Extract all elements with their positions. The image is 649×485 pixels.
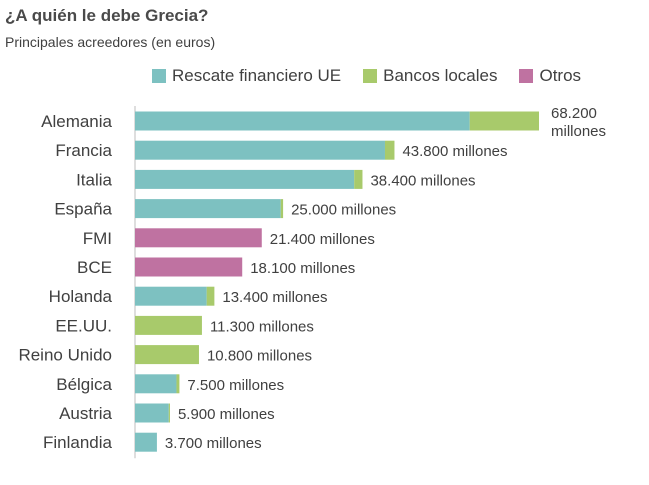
category-label-italia: Italia — [76, 170, 112, 189]
category-label-holanda: Holanda — [49, 287, 113, 306]
data-label-austria: 5.900 millones — [178, 406, 275, 423]
data-label-fmi: 21.400 millones — [270, 231, 375, 248]
category-label-austria: Austria — [59, 404, 112, 423]
bar-francia-bancos — [384, 140, 395, 160]
legend-swatch-bancos — [363, 69, 378, 83]
data-label-bce: 18.100 millones — [250, 260, 355, 277]
bar-holanda-rescate — [135, 286, 207, 306]
legend-label-otros: Otros — [539, 66, 582, 85]
category-label-reino-unido: Reino Unido — [18, 346, 112, 365]
bar-bce-otros — [135, 257, 243, 277]
legend-swatch-rescate — [152, 69, 166, 83]
legend-label-bancos: Bancos locales — [383, 66, 498, 85]
bar-espana-bancos — [280, 199, 284, 219]
bar-ee-uu-bancos — [135, 315, 202, 335]
data-label-reino-unido: 10.800 millones — [207, 348, 312, 365]
category-label-belgica: Bélgica — [56, 375, 112, 394]
data-label-ee-uu: 11.300 millones — [210, 318, 314, 335]
bar-italia-rescate — [135, 169, 355, 189]
bar-francia-rescate — [135, 140, 385, 160]
bar-austria-bancos — [168, 403, 170, 423]
bar-italia-bancos — [354, 169, 363, 189]
legend-label-rescate: Rescate financiero UE — [172, 66, 342, 85]
bar-holanda-bancos — [206, 286, 215, 306]
category-label-finlandia: Finlandia — [43, 433, 113, 452]
category-label-alemania: Alemania — [41, 112, 112, 131]
bar-reino-unido-bancos — [135, 345, 199, 365]
chart-subtitle: Principales acreedores (en euros) — [5, 34, 216, 50]
bar-finlandia-rescate — [135, 432, 157, 452]
chart-legend: Rescate financiero UE Bancos locales Otr… — [152, 66, 581, 86]
data-label-alemania-line-2: millones — [551, 123, 606, 140]
data-label-espana: 25.000 millones — [291, 202, 396, 219]
data-label-holanda: 13.400 millones — [222, 289, 327, 306]
legend-item-rescate: Rescate financiero UE — [152, 66, 341, 86]
bar-fmi-otros — [135, 228, 262, 248]
bar-belgica-bancos — [176, 374, 180, 394]
legend-item-bancos: Bancos locales — [363, 66, 497, 86]
category-label-fmi: FMI — [83, 229, 112, 248]
bar-austria-rescate — [135, 403, 169, 423]
legend-item-otros: Otros — [519, 66, 581, 86]
data-label-belgica: 7.500 millones — [187, 377, 284, 394]
bar-alemania-rescate — [135, 111, 470, 131]
bar-belgica-rescate — [135, 374, 177, 394]
data-label-alemania-line-1: 68.200 — [551, 105, 597, 122]
bar-alemania-bancos — [469, 111, 539, 131]
category-label-espana: España — [54, 200, 112, 219]
data-label-finlandia: 3.700 millones — [165, 435, 262, 452]
category-label-bce: BCE — [77, 258, 112, 277]
chart-title: ¿A quién le debe Grecia? — [5, 6, 209, 25]
data-label-italia: 38.400 millones — [370, 172, 475, 189]
legend-swatch-otros — [519, 69, 534, 83]
category-label-ee-uu: EE.UU. — [55, 316, 112, 335]
bar-espana-rescate — [135, 199, 281, 219]
data-label-francia: 43.800 millones — [402, 143, 507, 160]
category-label-francia: Francia — [55, 141, 112, 160]
